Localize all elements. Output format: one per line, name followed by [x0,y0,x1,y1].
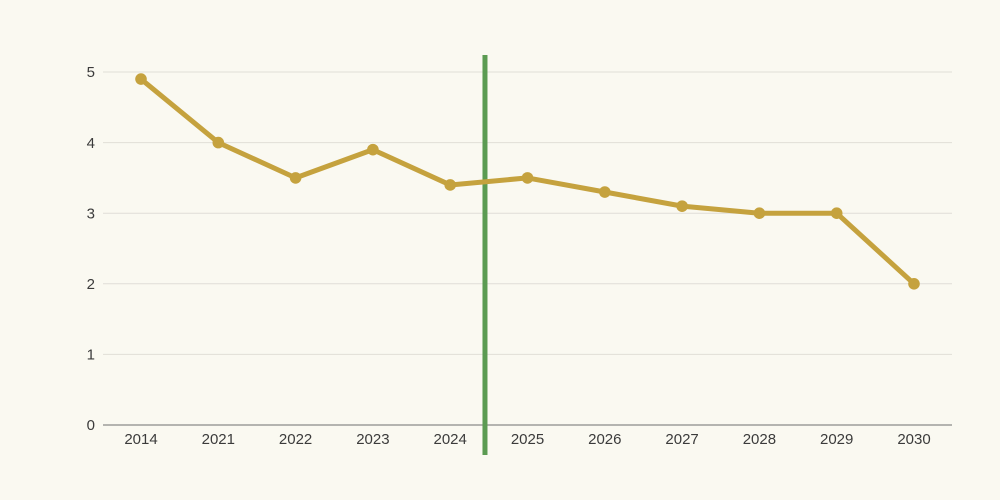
data-point [367,143,379,156]
y-tick-label: 4 [87,135,95,152]
data-point [289,172,302,184]
y-tick-label: 3 [87,205,95,222]
x-tick-label: 2027 [665,431,698,448]
y-tick-label: 1 [87,347,95,364]
data-point [135,73,147,85]
x-tick-label: 2030 [897,431,930,448]
x-tick-label: 2026 [588,431,621,448]
y-tick-label: 0 [87,417,95,434]
x-tick-label: 2022 [279,431,312,448]
data-point [830,207,843,219]
x-tick-label: 2024 [434,431,467,448]
x-tick-label: 2029 [820,431,853,448]
data-point [599,186,611,198]
x-tick-label: 2025 [511,431,544,448]
x-tick-label: 2028 [743,431,776,448]
x-tick-label: 2021 [202,431,235,448]
data-point [753,207,766,219]
y-tick-label: 5 [87,64,95,81]
y-tick-label: 2 [87,276,95,293]
data-point [908,278,920,290]
x-tick-label: 2014 [124,431,157,448]
data-point [676,200,688,212]
data-point [521,172,534,184]
data-point [212,136,225,149]
x-tick-label: 2023 [356,431,389,448]
data-point [444,179,457,191]
